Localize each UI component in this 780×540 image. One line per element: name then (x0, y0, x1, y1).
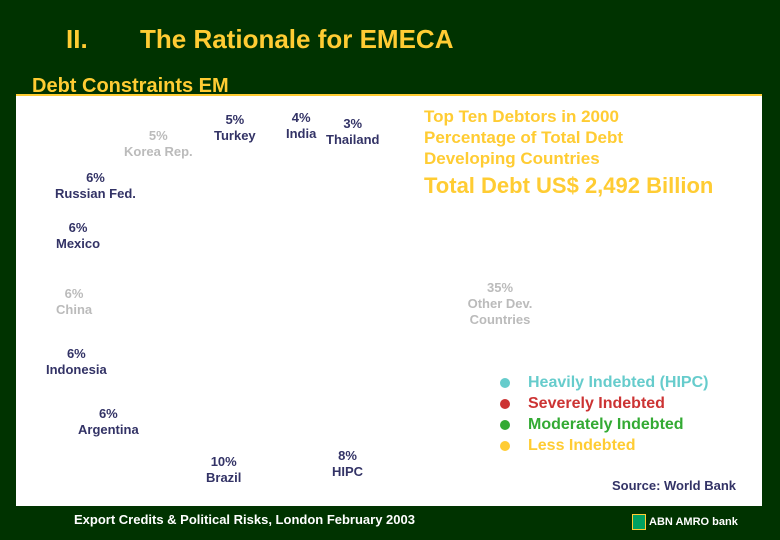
slice-name: Turkey (214, 128, 256, 143)
slice-pct: 6% (64, 286, 84, 301)
header-divider (16, 94, 762, 96)
slice-label-thailand: 3% Thailand (326, 116, 379, 148)
slice-label-turkey: 5% Turkey (214, 112, 256, 144)
slice-name: Argentina (78, 422, 139, 437)
legend-label: Moderately Indebted (528, 415, 684, 433)
slice-name: Mexico (56, 236, 101, 251)
slice-pct: 6% (68, 220, 88, 235)
source-note: Source: World Bank (612, 478, 737, 493)
brand-name: ABN AMRO bank (649, 516, 738, 528)
info-line-3: Developing Countries (424, 149, 600, 168)
slice-label-hipc: 8% HIPC (332, 448, 363, 480)
info-line-1: Top Ten Debtors in 2000 (424, 107, 619, 126)
slice-label-mexico: 6% Mexico (56, 220, 100, 252)
info-box: Top Ten Debtors in 2000 Percentage of To… (424, 106, 750, 216)
slice-name: Indonesia (46, 362, 107, 377)
legend-item-less: Less Indebted (500, 435, 760, 456)
page-subtitle: Debt Constraints EM (32, 75, 229, 97)
slice-name: China (56, 302, 93, 317)
slice-label-indonesia: 6% Indonesia (46, 346, 107, 378)
slice-name: HIPC (332, 464, 364, 479)
legend-item-hipc: Heavily Indebted (HIPC) (500, 372, 760, 393)
slice-pct: 6% (98, 406, 118, 421)
abn-amro-shield-icon (632, 514, 646, 530)
slice-label-china: 6% China (56, 286, 92, 318)
slice-pct: 5% (225, 112, 245, 127)
content-panel (16, 96, 762, 506)
slice-pct: 3% (343, 116, 363, 131)
legend-label: Severely Indebted (528, 394, 665, 412)
slice-pct: 5% (148, 128, 168, 143)
legend-dot-icon (500, 377, 510, 388)
slice-name: Korea Rep. (124, 144, 193, 159)
slice-pct: 35% (486, 280, 514, 295)
slice-pct: 4% (291, 110, 311, 125)
slice-pct: 10% (210, 454, 237, 469)
slice-name: India (286, 126, 317, 141)
slice-label-brazil: 10% Brazil (206, 454, 241, 486)
slice-pct: 6% (66, 346, 86, 361)
slice-name: Other Dev. Countries (467, 296, 533, 327)
legend: Heavily Indebted (HIPC) Severely Indebte… (500, 372, 760, 456)
footer-text: Export Credits & Political Risks, London… (74, 512, 415, 527)
legend-item-severe: Severely Indebted (500, 393, 760, 414)
legend-label: Heavily Indebted (HIPC) (528, 373, 709, 391)
brand: ABN AMRO bank (632, 514, 738, 530)
legend-dot-icon (500, 398, 510, 409)
section-number: II. (66, 24, 88, 54)
slice-label-other: 35% Other Dev. Countries (448, 280, 552, 328)
page-title: The Rationale for EMECA (140, 24, 454, 54)
slice-name: Brazil (206, 470, 242, 485)
legend-label: Less Indebted (528, 436, 636, 454)
slice-label-india: 4% India (286, 110, 316, 142)
slice-name: Thailand (326, 132, 380, 147)
legend-item-moderate: Moderately Indebted (500, 414, 760, 435)
slice-pct: 8% (338, 448, 357, 463)
slice-name: Russian Fed. (55, 186, 136, 201)
slice-pct: 6% (86, 170, 105, 185)
slice-label-argentina: 6% Argentina (78, 406, 139, 438)
info-total: Total Debt US$ 2,492 Billion (424, 173, 714, 198)
slice-label-russia: 6% Russian Fed. (55, 170, 136, 202)
legend-dot-icon (500, 419, 510, 430)
legend-dot-icon (500, 440, 510, 451)
slice-label-korea: 5% Korea Rep. (124, 128, 193, 160)
info-line-2: Percentage of Total Debt (424, 128, 623, 147)
